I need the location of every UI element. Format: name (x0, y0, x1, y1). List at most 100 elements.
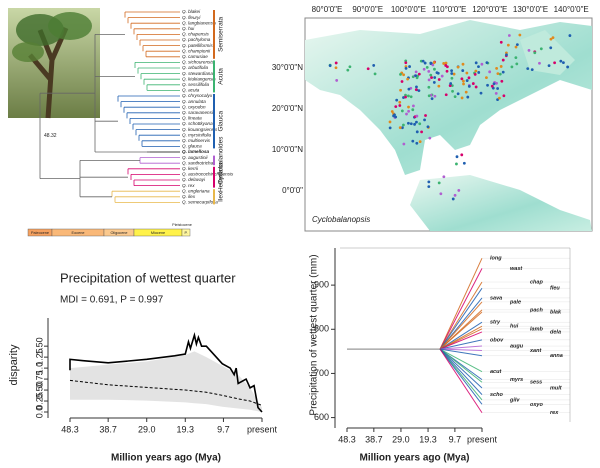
epoch-label: Oligocene (110, 231, 127, 235)
occurrence (480, 62, 484, 66)
tip-lineage (439, 321, 483, 350)
occurrence (423, 61, 427, 65)
lon-label: 100°0'0"E (391, 5, 426, 14)
occurrence (471, 82, 475, 85)
occurrence (417, 72, 421, 76)
x-tick-label: 48.3 (61, 424, 79, 434)
occurrence (492, 82, 496, 86)
lat-label: 10°0'0"N (272, 145, 303, 154)
tip-label: Q. augustinii (182, 155, 209, 160)
occurrence (334, 66, 338, 70)
clade-label: Cyclobalanoides (218, 136, 225, 184)
occurrence (394, 105, 398, 109)
occurrence (498, 72, 502, 76)
occurrence (400, 109, 404, 113)
y-tick-label: 1.50 (34, 337, 44, 355)
tip-lineage (439, 301, 483, 350)
occurrence (430, 97, 434, 101)
tip-label: myrs (510, 377, 523, 383)
occurrence (506, 43, 510, 47)
occurrence (501, 70, 505, 74)
tip-lineage (439, 311, 483, 350)
lon-label: 90°0'0"E (352, 5, 383, 14)
occurrence (399, 88, 402, 92)
occurrence (412, 104, 415, 108)
occurrence (479, 91, 483, 95)
y-tick-label: 0.25 (34, 392, 44, 410)
clade-label: Semiserrata (218, 16, 225, 51)
tip-label: Q. xanthotricha (182, 160, 214, 165)
occurrence (462, 161, 466, 165)
occurrence (414, 70, 418, 74)
occurrence (460, 77, 464, 81)
tip-label: wast (510, 266, 523, 272)
occurrence (437, 84, 441, 88)
occurrence (474, 85, 478, 89)
occurrence (417, 89, 421, 93)
epoch-label: Paleocene (31, 231, 49, 235)
occurrence (456, 65, 460, 69)
tip-lineage (439, 348, 483, 414)
occurrence (551, 36, 555, 40)
tip-label: Q. blakei (182, 9, 201, 14)
occurrence (498, 96, 501, 100)
occurrence (440, 74, 444, 78)
y-tick-label: 600 (314, 412, 329, 422)
tip-label: Q. sessilifolia (182, 82, 210, 87)
y-tick-label: 700 (314, 368, 329, 378)
occurrence (431, 63, 435, 67)
occurrence (444, 61, 448, 65)
x-tick-label: 48.3 (338, 434, 356, 444)
tip-lineage (439, 348, 483, 383)
occurrence (398, 126, 402, 130)
clade-label: Helferiana (218, 162, 225, 192)
tip-label: Q. schottkyana (182, 121, 213, 126)
tip-label: lamb (530, 326, 543, 332)
occurrence (455, 162, 458, 166)
occurrence (530, 68, 534, 72)
tip-label: acut (490, 369, 502, 375)
chart-subtitle: MDI = 0.691, P = 0.997 (60, 295, 164, 306)
y-tick-label: 0.0 (34, 406, 44, 419)
tip-label: Q. kouangsiensis (182, 127, 218, 132)
occurrence (526, 67, 530, 71)
tip-label: Q. patelliformis (182, 43, 213, 48)
tip-lineage (439, 339, 483, 350)
tip-label: Q. glauca (182, 144, 202, 149)
occurrence (515, 43, 519, 47)
occurrence (445, 69, 449, 73)
occurrence (414, 74, 418, 78)
tip-label: Q. annulata (182, 99, 206, 104)
occurrence (433, 94, 437, 98)
occurrence (450, 69, 454, 73)
tip-label: gilv (509, 397, 520, 403)
occurrence (477, 71, 481, 74)
tip-lineage (439, 287, 483, 350)
occurrence (450, 76, 454, 80)
tip-label: Q. arbutifolia (182, 65, 208, 70)
occurrence (425, 65, 429, 69)
occurrence (451, 89, 454, 93)
occurrence (407, 109, 410, 113)
occurrence (450, 84, 454, 88)
occurrence (400, 80, 404, 83)
occurrence (404, 61, 408, 65)
x-tick-label: 9.7 (449, 434, 462, 444)
occurrence (415, 114, 419, 118)
occurrence (453, 193, 457, 197)
occurrence (400, 126, 404, 130)
occurrence (445, 65, 449, 69)
tip-lineage (440, 348, 483, 351)
occurrence (418, 122, 422, 126)
occurrence (366, 67, 370, 71)
band (70, 351, 262, 412)
occurrence (414, 88, 418, 91)
y-axis-label: disparity (8, 344, 20, 385)
occurrence (422, 67, 426, 71)
occurrence (432, 61, 436, 64)
tip-label: pale (509, 299, 521, 305)
occurrence (559, 59, 563, 63)
occurrence (394, 115, 398, 119)
occurrence (398, 100, 402, 104)
